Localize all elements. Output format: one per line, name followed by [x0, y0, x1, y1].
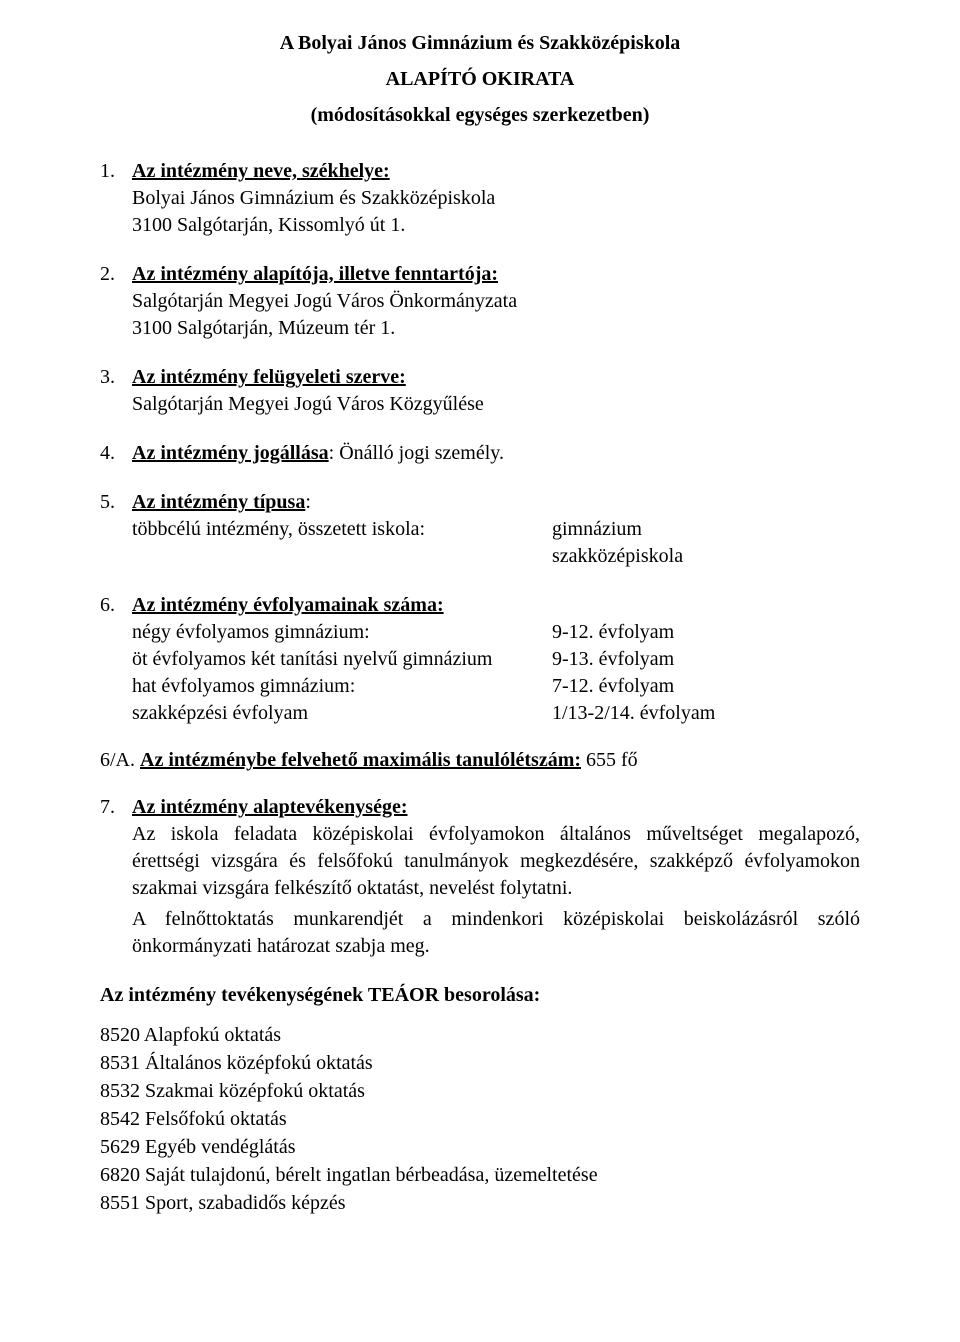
section-3-head: 3. Az intézmény felügyeleti szerve:: [100, 364, 860, 391]
section-2-body-1: Salgótarján Megyei Jogú Város Önkormányz…: [132, 288, 860, 315]
section-6a-title: Az intézménybe felvehető maximális tanul…: [140, 749, 581, 771]
section-1-head: 1. Az intézmény neve, székhelye:: [100, 158, 860, 185]
section-3-body-1: Salgótarján Megyei Jogú Város Közgyűlése: [132, 391, 860, 418]
section-6-head: 6. Az intézmény évfolyamainak száma:: [100, 592, 860, 619]
section-7-title: Az intézmény alaptevékenysége:: [132, 794, 860, 821]
teor-row-6: 6820 Saját tulajdonú, bérelt ingatlan bé…: [100, 1161, 860, 1189]
teor-row-7: 8551 Sport, szabadidős képzés: [100, 1189, 860, 1217]
section-4-tail: : Önálló jogi személy.: [329, 442, 504, 464]
section-5-title-text: Az intézmény típusa: [132, 491, 305, 513]
section-4-number: 4.: [100, 440, 132, 467]
title-block: A Bolyai János Gimnázium és Szakközépisk…: [100, 28, 860, 130]
section-6-row-4-left: szakképzési évfolyam: [132, 700, 552, 727]
section-4-title-text: Az intézmény jogállása: [132, 442, 329, 464]
section-6-row-1-right: 9-12. évfolyam: [552, 619, 860, 646]
teor-row-2: 8531 Általános középfokú oktatás: [100, 1049, 860, 1077]
section-6a: 6/A. Az intézménybe felvehető maximális …: [100, 749, 860, 772]
section-6a-prefix: 6/A.: [100, 749, 140, 771]
section-6-number: 6.: [100, 592, 132, 619]
section-5-title: Az intézmény típusa:: [132, 489, 860, 516]
section-7-para-2: A felnőttoktatás munkarendjét a mindenko…: [132, 906, 860, 960]
section-4: 4. Az intézmény jogállása: Önálló jogi s…: [100, 440, 860, 467]
section-2: 2. Az intézmény alapítója, illetve fennt…: [100, 261, 860, 342]
teor-row-4: 8542 Felsőfokú oktatás: [100, 1105, 860, 1133]
section-6-title: Az intézmény évfolyamainak száma:: [132, 592, 860, 619]
section-6-row-2: öt évfolyamos két tanítási nyelvű gimnáz…: [132, 646, 860, 673]
section-5: 5. Az intézmény típusa: többcélú intézmé…: [100, 489, 860, 570]
section-2-body-2: 3100 Salgótarján, Múzeum tér 1.: [132, 315, 860, 342]
title-line-1: A Bolyai János Gimnázium és Szakközépisk…: [100, 28, 860, 58]
section-6-title-text: Az intézmény évfolyamainak száma:: [132, 594, 444, 616]
section-2-title-text: Az intézmény alapítója, illetve fenntart…: [132, 263, 498, 285]
title-line-3: (módosításokkal egységes szerkezetben): [100, 100, 860, 130]
section-5-head: 5. Az intézmény típusa:: [100, 489, 860, 516]
section-5-row-1-left: többcélú intézmény, összetett iskola:: [132, 516, 552, 543]
section-6-row-2-left: öt évfolyamos két tanítási nyelvű gimnáz…: [132, 646, 552, 673]
section-1-title: Az intézmény neve, székhelye:: [132, 158, 860, 185]
section-7: 7. Az intézmény alaptevékenysége: Az isk…: [100, 794, 860, 960]
section-5-row-2: szakközépiskola: [132, 543, 860, 570]
section-3-number: 3.: [100, 364, 132, 391]
section-5-row-1: többcélú intézmény, összetett iskola: gi…: [132, 516, 860, 543]
section-1-body-1: Bolyai János Gimnázium és Szakközépiskol…: [132, 185, 860, 212]
section-6-row-1-left: négy évfolyamos gimnázium:: [132, 619, 552, 646]
section-6-row-4: szakképzési évfolyam 1/13-2/14. évfolyam: [132, 700, 860, 727]
section-3-title-text: Az intézmény felügyeleti szerve:: [132, 366, 406, 388]
section-6-row-4-right: 1/13-2/14. évfolyam: [552, 700, 860, 727]
section-1-body-2: 3100 Salgótarján, Kissomlyó út 1.: [132, 212, 860, 239]
section-5-tail: :: [305, 491, 311, 513]
section-3: 3. Az intézmény felügyeleti szerve: Salg…: [100, 364, 860, 418]
section-6-row-1: négy évfolyamos gimnázium: 9-12. évfolya…: [132, 619, 860, 646]
section-7-para-1: Az iskola feladata középiskolai évfolyam…: [132, 821, 860, 902]
title-line-2: ALAPÍTÓ OKIRATA: [100, 64, 860, 94]
teor-list: 8520 Alapfokú oktatás 8531 Általános köz…: [100, 1021, 860, 1217]
section-1-number: 1.: [100, 158, 132, 185]
section-3-title: Az intézmény felügyeleti szerve:: [132, 364, 860, 391]
section-6-row-3-left: hat évfolyamos gimnázium:: [132, 673, 552, 700]
teor-row-1: 8520 Alapfokú oktatás: [100, 1021, 860, 1049]
section-2-number: 2.: [100, 261, 132, 288]
teor-heading: Az intézmény tevékenységének TEÁOR besor…: [100, 984, 860, 1007]
section-6-row-3-right: 7-12. évfolyam: [552, 673, 860, 700]
section-7-number: 7.: [100, 794, 132, 821]
section-6a-tail: 655 fő: [581, 749, 638, 771]
section-7-head: 7. Az intézmény alaptevékenysége:: [100, 794, 860, 821]
section-5-row-1-right: gimnázium: [552, 516, 860, 543]
section-5-row-2-right: szakközépiskola: [552, 543, 860, 570]
section-1-title-text: Az intézmény neve, székhelye:: [132, 160, 390, 182]
section-5-number: 5.: [100, 489, 132, 516]
teor-row-3: 8532 Szakmai középfokú oktatás: [100, 1077, 860, 1105]
section-6-row-2-right: 9-13. évfolyam: [552, 646, 860, 673]
section-5-row-2-left: [132, 543, 552, 570]
section-2-head: 2. Az intézmény alapítója, illetve fennt…: [100, 261, 860, 288]
section-7-title-text: Az intézmény alaptevékenysége:: [132, 796, 408, 818]
section-4-title: Az intézmény jogállása: Önálló jogi szem…: [132, 440, 860, 467]
section-6: 6. Az intézmény évfolyamainak száma: nég…: [100, 592, 860, 727]
section-1: 1. Az intézmény neve, székhelye: Bolyai …: [100, 158, 860, 239]
teor-row-5: 5629 Egyéb vendéglátás: [100, 1133, 860, 1161]
document-page: A Bolyai János Gimnázium és Szakközépisk…: [0, 0, 960, 1342]
section-6-row-3: hat évfolyamos gimnázium: 7-12. évfolyam: [132, 673, 860, 700]
section-2-title: Az intézmény alapítója, illetve fenntart…: [132, 261, 860, 288]
section-4-head: 4. Az intézmény jogállása: Önálló jogi s…: [100, 440, 860, 467]
